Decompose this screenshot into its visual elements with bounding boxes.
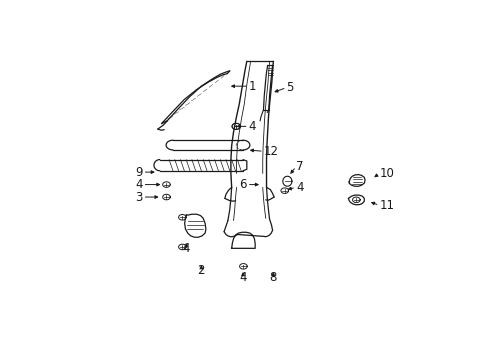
Text: 11: 11: [379, 199, 394, 212]
Text: 4: 4: [182, 242, 189, 255]
Text: 5: 5: [286, 81, 293, 94]
Text: 1: 1: [248, 80, 256, 93]
Text: 4: 4: [248, 120, 256, 133]
Text: 7: 7: [296, 160, 303, 173]
Text: 2: 2: [197, 264, 204, 277]
Text: 4: 4: [296, 181, 303, 194]
Text: 4: 4: [135, 178, 142, 191]
Text: 10: 10: [379, 167, 393, 180]
Text: 4: 4: [239, 271, 246, 284]
Text: 12: 12: [264, 145, 278, 158]
Text: 8: 8: [269, 271, 277, 284]
Text: 6: 6: [239, 178, 246, 191]
Text: 9: 9: [135, 166, 142, 179]
Text: 3: 3: [135, 190, 142, 203]
